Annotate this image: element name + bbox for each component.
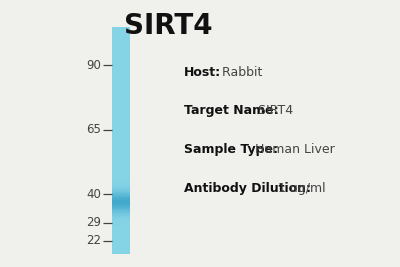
Text: 29: 29 [86,216,101,229]
Text: 1 ug/ml: 1 ug/ml [274,182,326,195]
Text: Antibody Dilution:: Antibody Dilution: [184,182,311,195]
Text: 65: 65 [86,123,101,136]
Text: 90: 90 [86,59,101,72]
Text: 22: 22 [86,234,101,247]
Text: SIRT4: SIRT4 [254,104,293,117]
Text: 40: 40 [86,188,101,201]
Text: Human Liver: Human Liver [251,143,334,156]
Text: Target Name:: Target Name: [184,104,279,117]
Text: Host:: Host: [184,66,221,78]
Text: Rabbit: Rabbit [218,66,262,78]
Text: Sample Type:: Sample Type: [184,143,278,156]
Text: SIRT4: SIRT4 [124,12,212,40]
